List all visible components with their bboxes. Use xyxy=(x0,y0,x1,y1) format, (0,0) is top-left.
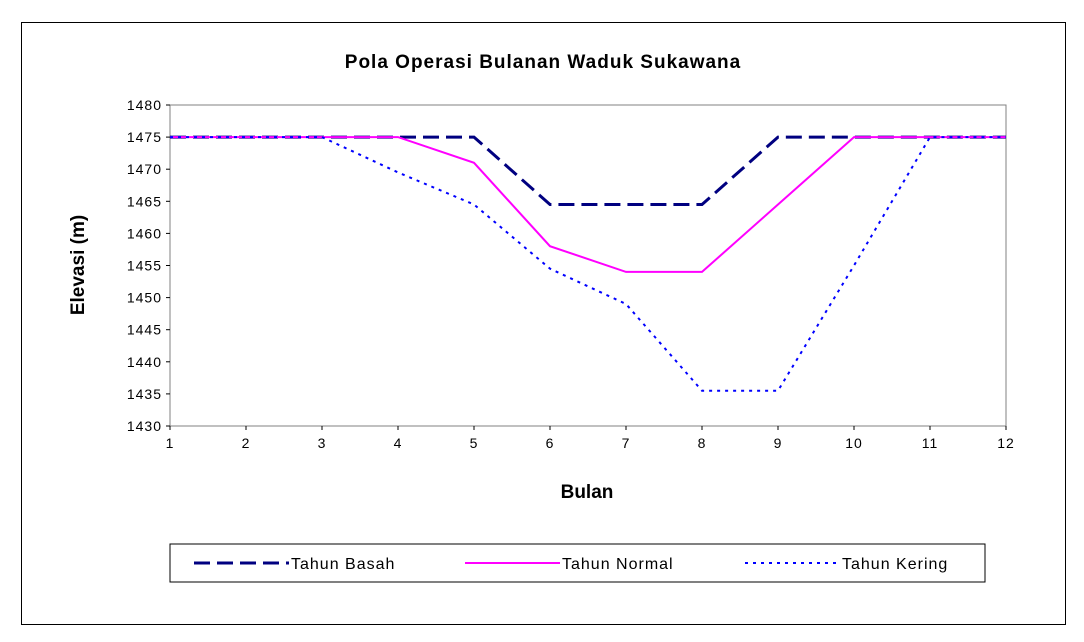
legend-label: Tahun Normal xyxy=(562,556,674,573)
y-tick-label: 1445 xyxy=(127,322,162,338)
y-tick-label: 1480 xyxy=(127,97,162,113)
y-tick-label: 1440 xyxy=(127,354,162,370)
x-tick-label: 3 xyxy=(318,435,327,451)
y-tick-label: 1475 xyxy=(127,129,162,145)
x-tick-label: 11 xyxy=(922,435,939,451)
chart-title: Pola Operasi Bulanan Waduk Sukawana xyxy=(345,52,741,73)
y-tick-label: 1430 xyxy=(127,418,162,434)
legend-box xyxy=(169,543,986,583)
plot-area xyxy=(169,104,1007,427)
y-tick-label: 1455 xyxy=(127,258,162,274)
x-axis: 1 2 3 4 5 6 7 8 9 10 11 12 xyxy=(166,426,1015,451)
x-tick-label: 1 xyxy=(166,435,175,451)
x-tick-label: 6 xyxy=(546,435,555,451)
y-axis: 1430 1435 1440 1445 1450 1455 1460 1465 1470 1475… xyxy=(127,97,170,434)
y-tick-label: 1435 xyxy=(127,386,162,402)
chart-frame: Pola Operasi Bulanan Waduk Sukawana 1430… xyxy=(21,22,1066,625)
series-line-tahun-kering xyxy=(170,136,1006,392)
x-tick-label: 4 xyxy=(394,435,403,451)
legend-label: Tahun Basah xyxy=(291,556,395,573)
legend-label: Tahun Kering xyxy=(842,556,948,573)
x-tick-label: 9 xyxy=(774,435,783,451)
x-tick-label: 7 xyxy=(622,435,631,451)
chart-svg: Pola Operasi Bulanan Waduk Sukawana 1430… xyxy=(68,52,1015,583)
x-tick-label: 2 xyxy=(242,435,251,451)
x-tick-label: 5 xyxy=(470,435,479,451)
y-axis-title: Elevasi (m) xyxy=(68,215,89,315)
x-axis-title: Bulan xyxy=(561,482,614,503)
x-tick-label: 12 xyxy=(997,435,1015,451)
y-tick-label: 1460 xyxy=(127,225,162,241)
y-tick-label: 1465 xyxy=(127,193,162,209)
series-lines xyxy=(170,135,1006,392)
x-tick-label: 10 xyxy=(845,435,863,451)
y-tick-label: 1470 xyxy=(127,161,162,177)
x-tick-label: 8 xyxy=(698,435,707,451)
series-line-tahun-normal xyxy=(170,136,1006,273)
legend: Tahun Basah Tahun Normal Tahun Kering xyxy=(194,556,948,573)
y-tick-label: 1450 xyxy=(127,290,162,306)
